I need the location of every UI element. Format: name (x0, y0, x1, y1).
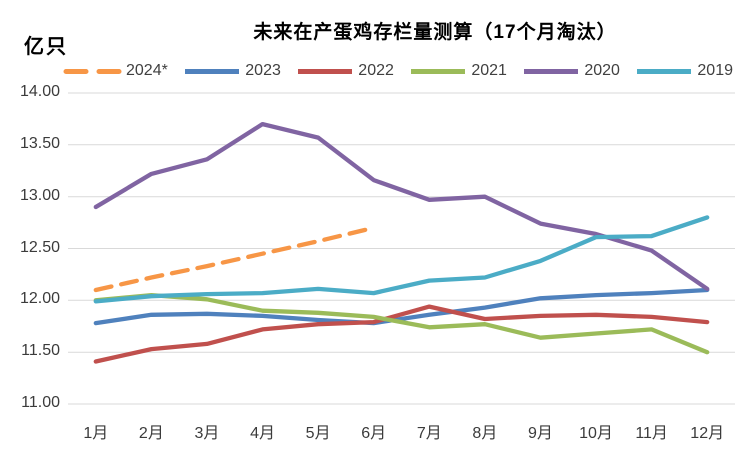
x-tick-label: 8月 (472, 425, 498, 442)
y-tick-label: 11.50 (21, 342, 60, 360)
legend-item-2020: 2020 (521, 62, 620, 80)
x-tick-label: 11月 (635, 425, 668, 442)
legend-label: 2019 (697, 62, 733, 79)
legend-item-2023: 2023 (182, 62, 281, 80)
x-tick-label: 3月 (194, 425, 220, 442)
y-tick-label: 14.00 (19, 83, 60, 100)
legend-line-swatch-icon (63, 68, 123, 74)
series-line-2024 (93, 225, 376, 293)
x-tick-label: 6月 (361, 425, 387, 442)
series-line-2019 (93, 215, 710, 304)
y-tick-label: 12.50 (19, 238, 60, 256)
x-tick-label: 10月 (579, 425, 613, 442)
legend-line-swatch-icon (524, 68, 579, 74)
legend-item-2024: 2024* (63, 62, 168, 80)
y-tick-label: 11.00 (21, 394, 60, 411)
y-tick-label: 12.00 (19, 290, 60, 308)
legend-label: 2022 (358, 62, 394, 79)
x-tick-label: 1月 (83, 425, 109, 442)
y-axis-unit-label: 亿只 (24, 36, 68, 58)
y-tick-label: 13.00 (19, 186, 60, 204)
legend-label: 2020 (584, 62, 620, 79)
legend-line-swatch-icon (637, 68, 692, 74)
y-tick-label: 13.50 (19, 134, 60, 152)
x-tick-label: 9月 (528, 425, 553, 442)
x-tick-label: 7月 (416, 425, 442, 442)
series-line-2020 (93, 121, 710, 292)
legend-line-swatch-icon (185, 68, 240, 74)
legend-label: 2023 (245, 62, 281, 79)
legend-line-swatch-icon (298, 68, 353, 74)
x-tick-label: 2月 (138, 425, 164, 442)
series-line-2022 (93, 304, 710, 364)
chart-title: 未来在产蛋鸡存栏量测算（17个月淘汰） (253, 22, 617, 43)
x-tick-label: 4月 (250, 425, 275, 442)
legend-item-2021: 2021 (408, 62, 507, 80)
legend: 2024* 2023 2022 2021 2020 2019 (63, 61, 733, 81)
legend-label: 2024* (126, 62, 168, 79)
x-tick-label: 5月 (305, 425, 331, 442)
legend-item-2019: 2019 (634, 62, 733, 80)
series-line-2023 (93, 287, 710, 326)
legend-label: 2021 (471, 62, 507, 79)
legend-line-swatch-icon (411, 68, 466, 74)
series-line-2021 (93, 292, 710, 355)
x-tick-label: 12月 (690, 425, 725, 442)
legend-item-2022: 2022 (295, 62, 394, 80)
